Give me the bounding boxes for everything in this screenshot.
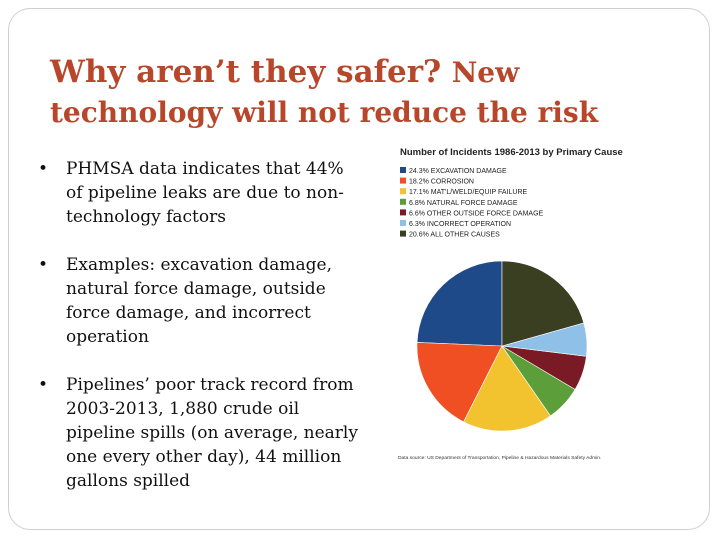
- pie-slice: [416, 260, 503, 347]
- legend-label: 6.8% NATURAL FORCE DAMAGE: [409, 200, 518, 207]
- legend-swatch: [400, 167, 406, 173]
- incidents-pie-chart: Number of Incidents 1986-2013 by Primary…: [398, 147, 623, 461]
- bullet-item: • Pipelines’ poor track record from 2003…: [38, 373, 358, 493]
- legend-swatch: [400, 230, 406, 237]
- title-line2: technology will not reduce the risk: [50, 96, 599, 129]
- pie-slice: [463, 345, 551, 432]
- legend-label: 6.3% INCORRECT OPERATION: [409, 221, 511, 228]
- bullet-marker: •: [38, 375, 49, 395]
- legend-label: 17.1% MAT'L/WELD/EQUIP FAILURE: [409, 189, 528, 196]
- legend-label: 20.6% ALL OTHER CAUSES: [409, 232, 500, 239]
- chart-title: Number of Incidents 1986-2013 by Primary…: [400, 147, 623, 158]
- legend-swatch: [400, 177, 406, 184]
- bullet-item: • Examples: excavation damage, natural f…: [38, 253, 358, 349]
- chart-source: Data source: US Department of Transporta…: [398, 455, 601, 461]
- slide-title: Why aren’t they safer? New technology wi…: [50, 52, 690, 133]
- legend-swatch: [400, 188, 406, 195]
- pie-slice: [501, 260, 585, 347]
- pie-slice: [416, 342, 503, 423]
- title-new: New: [451, 56, 520, 89]
- legend-label: 18.2% CORROSION: [409, 179, 474, 186]
- bullet-marker: •: [38, 159, 49, 179]
- bullet-marker: •: [38, 255, 49, 275]
- legend-label: 6.6% OTHER OUTSIDE FORCE DAMAGE: [409, 210, 544, 217]
- slide-frame: [8, 8, 710, 530]
- title-question: Why aren’t they safer?: [50, 54, 442, 90]
- bullet-text: Pipelines’ poor track record from 2003-2…: [66, 375, 358, 491]
- legend-label: 24.3% EXCAVATION DAMAGE: [409, 168, 507, 175]
- bullet-list: • PHMSA data indicates that 44% of pipel…: [38, 157, 358, 517]
- bullet-item: • PHMSA data indicates that 44% of pipel…: [38, 157, 358, 229]
- legend-swatch: [400, 220, 406, 226]
- legend-swatch: [400, 209, 406, 216]
- bullet-text: Examples: excavation damage, natural for…: [66, 255, 333, 347]
- legend-swatch: [400, 198, 406, 205]
- bullet-text: PHMSA data indicates that 44% of pipelin…: [66, 159, 344, 227]
